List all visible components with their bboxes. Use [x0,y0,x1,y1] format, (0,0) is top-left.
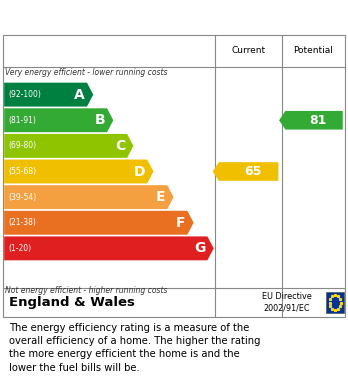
Text: EU Directive
2002/91/EC: EU Directive 2002/91/EC [262,292,312,312]
Text: (21-38): (21-38) [8,218,36,227]
Text: England & Wales: England & Wales [9,296,135,309]
Text: The energy efficiency rating is a measure of the
overall efficiency of a home. T: The energy efficiency rating is a measur… [9,323,260,373]
Text: 65: 65 [244,165,261,178]
Polygon shape [4,211,193,235]
Text: Energy Efficiency Rating: Energy Efficiency Rating [9,9,219,24]
Text: (69-80): (69-80) [8,142,37,151]
Text: C: C [115,139,125,153]
Text: F: F [176,216,185,230]
Polygon shape [213,162,278,181]
Text: (1-20): (1-20) [8,244,31,253]
Text: (92-100): (92-100) [8,90,41,99]
Text: G: G [194,241,205,255]
Polygon shape [4,108,113,132]
Polygon shape [4,134,133,158]
Text: (55-68): (55-68) [8,167,37,176]
Polygon shape [4,160,153,183]
Polygon shape [4,237,214,260]
Text: Not energy efficient - higher running costs: Not energy efficient - higher running co… [5,287,168,296]
Text: D: D [134,165,145,179]
Text: Current: Current [231,46,266,55]
Text: Very energy efficient - lower running costs: Very energy efficient - lower running co… [5,68,168,77]
Text: (39-54): (39-54) [8,193,37,202]
Text: E: E [156,190,165,204]
Text: B: B [94,113,105,127]
Text: Potential: Potential [294,46,333,55]
Text: 81: 81 [310,114,327,127]
Bar [326,292,344,313]
Polygon shape [4,83,93,107]
Polygon shape [279,111,343,129]
Text: (81-91): (81-91) [8,116,36,125]
Text: A: A [74,88,85,102]
Polygon shape [4,185,174,209]
